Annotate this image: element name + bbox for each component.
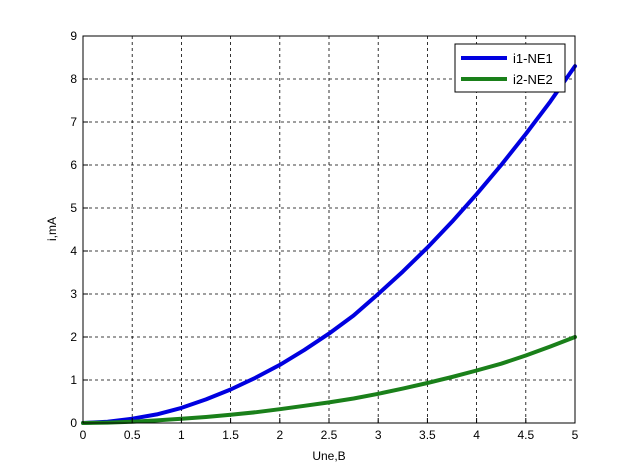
y-tick-label: 4 bbox=[70, 244, 77, 258]
x-tick-label: 3 bbox=[375, 428, 382, 442]
x-tick-label: 4.5 bbox=[517, 428, 534, 442]
x-tick-label: 1.5 bbox=[222, 428, 239, 442]
y-tick-label: 2 bbox=[70, 330, 77, 344]
y-tick-label: 7 bbox=[70, 115, 77, 129]
legend-box bbox=[454, 43, 566, 93]
series-lines bbox=[81, 64, 577, 425]
series-line-1 bbox=[81, 64, 577, 425]
y-tick-label: 3 bbox=[70, 287, 77, 301]
y-tick-label: 6 bbox=[70, 158, 77, 172]
series-line-2 bbox=[81, 335, 577, 425]
x-tick-label: 2 bbox=[276, 428, 283, 442]
x-tick-label: 0 bbox=[80, 428, 87, 442]
x-tick-label: 1 bbox=[178, 428, 185, 442]
x-tick-label: 3.5 bbox=[419, 428, 436, 442]
y-tick-label: 8 bbox=[70, 72, 77, 86]
x-axis-label: Une,B bbox=[312, 449, 345, 463]
y-tick-label: 9 bbox=[70, 29, 77, 43]
legend-label-2: i2-NE2 bbox=[513, 72, 553, 87]
y-axis-label: i,mA bbox=[45, 217, 59, 241]
legend-label-1: i1-NE1 bbox=[513, 51, 553, 66]
x-tick-label: 0.5 bbox=[124, 428, 141, 442]
x-tick-label: 2.5 bbox=[321, 428, 338, 442]
ticks: 0 0.5 1 1.5 2 2.5 3 3.5 4 4.5 5 0 1 2 3 4 5 6 7 8 9 bbox=[70, 29, 578, 442]
y-tick-label: 5 bbox=[70, 201, 77, 215]
x-tick-label: 5 bbox=[572, 428, 579, 442]
y-tick-label: 0 bbox=[70, 416, 77, 430]
legend: i1-NE1 i2-NE2 bbox=[454, 43, 566, 93]
y-tick-label: 1 bbox=[70, 373, 77, 387]
x-tick-label: 4 bbox=[473, 428, 480, 442]
